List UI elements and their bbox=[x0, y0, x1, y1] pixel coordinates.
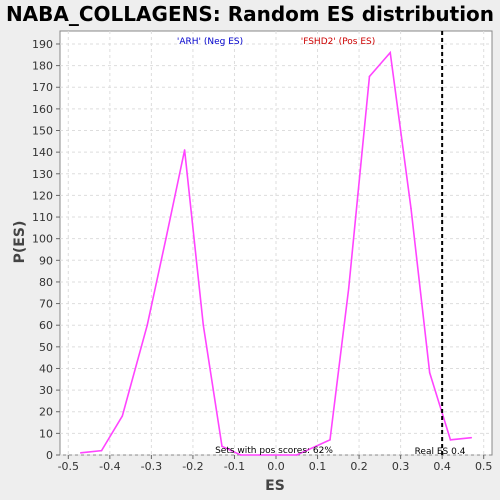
x-tick-label: -0.3 bbox=[141, 460, 162, 473]
data-point bbox=[449, 439, 452, 441]
chart-title: NABA_COLLAGENS: Random ES distribution bbox=[6, 2, 494, 26]
x-tick-label: -0.5 bbox=[58, 460, 79, 473]
y-tick-label: 140 bbox=[32, 146, 53, 159]
data-point bbox=[428, 371, 431, 374]
data-point bbox=[183, 149, 186, 151]
y-tick-label: 50 bbox=[39, 341, 53, 354]
y-tick-label: 180 bbox=[32, 60, 53, 73]
x-tick-label: 0.0 bbox=[267, 460, 285, 473]
pos-es-annotation: 'FSHD2' (Pos ES) bbox=[301, 37, 376, 47]
data-point bbox=[100, 449, 103, 452]
x-axis-label: ES bbox=[265, 478, 285, 494]
data-point bbox=[258, 454, 261, 456]
y-axis-ticks: 0 10 20 30 40 50 60 70 80 90 100 110 120 130 140 150 160… bbox=[32, 38, 60, 462]
y-tick-label: 0 bbox=[46, 449, 53, 462]
pos-scores-annotation: Sets with pos scores: 62% bbox=[215, 446, 333, 456]
data-point bbox=[239, 454, 242, 456]
y-tick-label: 130 bbox=[32, 168, 53, 181]
x-tick-label: -0.1 bbox=[224, 460, 245, 473]
y-axis-label: P(ES) bbox=[12, 221, 28, 264]
x-tick-label: -0.4 bbox=[99, 460, 120, 473]
y-tick-label: 100 bbox=[32, 233, 53, 246]
data-point bbox=[221, 445, 223, 448]
x-tick-label: -0.2 bbox=[182, 460, 203, 473]
data-point bbox=[410, 207, 412, 210]
y-tick-label: 30 bbox=[39, 384, 53, 397]
data-point bbox=[79, 452, 82, 454]
data-point bbox=[295, 454, 298, 456]
y-tick-label: 20 bbox=[39, 406, 53, 419]
y-tick-label: 120 bbox=[32, 189, 53, 202]
y-tick-label: 110 bbox=[32, 211, 53, 224]
data-point bbox=[279, 454, 281, 456]
data-point bbox=[165, 237, 167, 240]
x-tick-label: 0.4 bbox=[433, 460, 451, 473]
x-tick-label: 0.3 bbox=[392, 460, 410, 473]
data-point bbox=[146, 324, 149, 327]
y-tick-label: 150 bbox=[32, 125, 53, 138]
y-tick-label: 160 bbox=[32, 103, 53, 116]
x-tick-label: 0.1 bbox=[309, 460, 327, 473]
y-tick-label: 170 bbox=[32, 81, 53, 94]
series-points bbox=[79, 51, 473, 456]
y-tick-label: 190 bbox=[32, 38, 53, 51]
y-tick-label: 10 bbox=[39, 427, 53, 440]
y-tick-label: 80 bbox=[39, 276, 53, 289]
y-tick-label: 60 bbox=[39, 319, 53, 332]
x-tick-label: 0.2 bbox=[350, 460, 368, 473]
data-point bbox=[470, 436, 473, 439]
data-point bbox=[347, 287, 350, 290]
x-axis-ticks: -0.5 -0.4 -0.3 -0.2 -0.1 0.0 0.1 0.2 0.3 0.4 0.5 bbox=[58, 455, 493, 473]
neg-es-annotation: 'ARH' (Neg ES) bbox=[177, 37, 243, 47]
data-point bbox=[368, 75, 371, 78]
data-point bbox=[329, 439, 331, 441]
y-tick-label: 70 bbox=[39, 298, 53, 311]
x-tick-label: 0.5 bbox=[475, 460, 493, 473]
real-es-annotation: Real ES 0.4 bbox=[415, 447, 466, 457]
data-point bbox=[389, 51, 392, 54]
y-tick-label: 40 bbox=[39, 362, 53, 375]
series-line bbox=[80, 50, 472, 456]
y-tick-label: 90 bbox=[39, 254, 53, 267]
data-point bbox=[202, 324, 205, 327]
data-point bbox=[121, 415, 124, 417]
